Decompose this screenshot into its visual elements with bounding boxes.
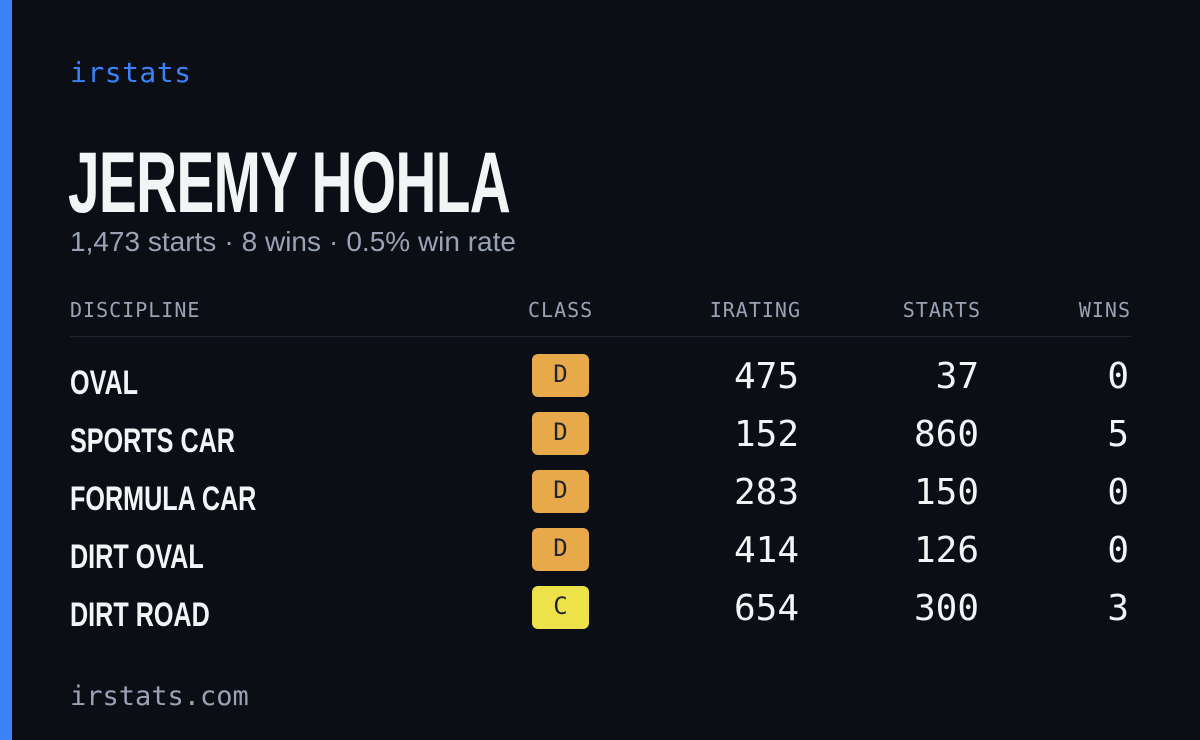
table-row: FORMULA CAR D 283 150 0 — [70, 470, 1131, 520]
wins-value: 3 — [1107, 588, 1129, 629]
table-row: DIRT ROAD C 654 300 3 — [70, 586, 1131, 636]
header-irating: IRATING — [709, 298, 801, 322]
starts-value: 150 — [913, 472, 979, 513]
class-badge: D — [532, 528, 589, 571]
irating-value: 475 — [733, 356, 799, 397]
starts-value: 860 — [913, 414, 979, 455]
discipline-name: FORMULA CAR — [70, 480, 257, 518]
starts-value: 126 — [913, 530, 979, 571]
class-badge: D — [532, 412, 589, 455]
discipline-name: DIRT OVAL — [70, 538, 204, 576]
summary-separator: · — [329, 226, 339, 257]
driver-name: JEREMY HOHLA — [68, 135, 511, 231]
irating-value: 414 — [733, 530, 799, 571]
discipline-name: OVAL — [70, 364, 139, 402]
wins-value: 0 — [1107, 356, 1129, 397]
table-header: DISCIPLINE CLASS IRATING STARTS WINS — [70, 298, 1131, 337]
summary-wins: 8 wins — [241, 226, 322, 257]
brand-logo: irstats — [70, 56, 192, 89]
header-starts: STARTS — [902, 298, 981, 322]
starts-value: 37 — [935, 356, 979, 397]
wins-value: 0 — [1107, 472, 1129, 513]
summary-starts: 1,473 starts — [70, 226, 217, 257]
accent-bar — [0, 0, 12, 740]
table-row: OVAL D 475 37 0 — [70, 354, 1131, 404]
footer-url: irstats.com — [70, 681, 249, 712]
irating-value: 654 — [733, 588, 799, 629]
wins-value: 5 — [1107, 414, 1129, 455]
header-wins: WINS — [1078, 298, 1131, 322]
table-row: SPORTS CAR D 152 860 5 — [70, 412, 1131, 462]
irating-value: 152 — [733, 414, 799, 455]
class-badge: D — [532, 354, 589, 397]
header-discipline: DISCIPLINE — [70, 298, 201, 322]
table-row: DIRT OVAL D 414 126 0 — [70, 528, 1131, 578]
summary-win-rate: 0.5% win rate — [346, 226, 516, 257]
discipline-name: SPORTS CAR — [70, 422, 235, 460]
starts-value: 300 — [913, 588, 979, 629]
driver-summary: 1,473 starts · 8 wins · 0.5% win rate — [70, 226, 516, 258]
class-badge: C — [532, 586, 589, 629]
discipline-name: DIRT ROAD — [70, 596, 210, 634]
class-badge: D — [532, 470, 589, 513]
wins-value: 0 — [1107, 530, 1129, 571]
summary-separator: · — [224, 226, 234, 257]
irating-value: 283 — [733, 472, 799, 513]
header-class: CLASS — [528, 298, 594, 322]
